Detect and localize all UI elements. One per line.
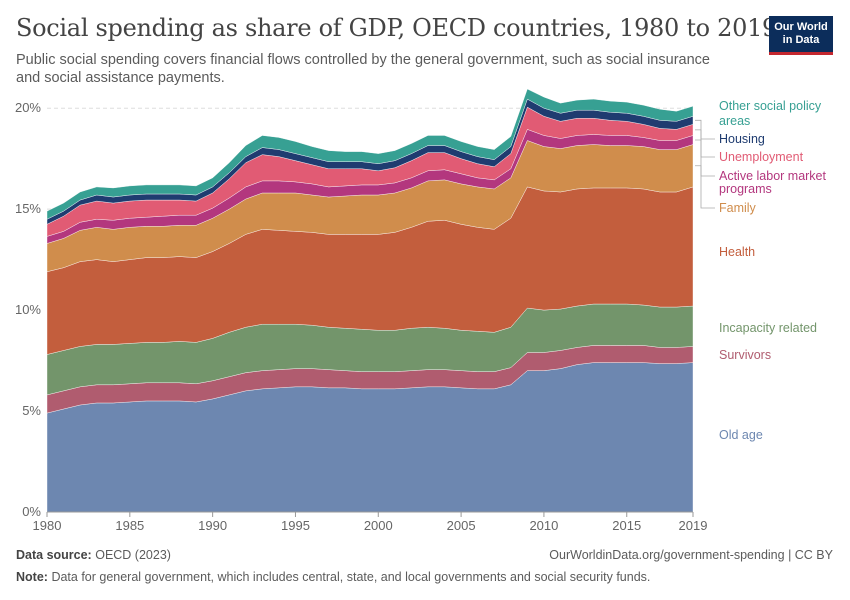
axes: 0% 5% 10% 15% 20% 1980 1985 1990 1995 2000 2005 201… (15, 100, 707, 533)
legend-connector (695, 129, 715, 158)
series-areas (46, 88, 694, 513)
source-line: Data source: OECD (2023) (16, 548, 171, 562)
legend-label: Other social policy (719, 99, 822, 113)
legend-connector (695, 139, 715, 177)
logo-line-2: in Data (782, 34, 820, 46)
legend-label: Incapacity related (719, 321, 817, 335)
legend-label: Unemployment (719, 150, 804, 164)
y-tick-label: 0% (22, 504, 41, 519)
legend-label: Family (719, 201, 757, 215)
x-tick-label: 1985 (115, 518, 144, 533)
source-url[interactable]: OurWorldinData.org/government-spending |… (549, 548, 833, 562)
y-tick-label: 15% (15, 201, 41, 216)
legend-label: Housing (719, 132, 765, 146)
x-tick-label: 1995 (281, 518, 310, 533)
legend-connector (695, 165, 715, 209)
legend-label: Health (719, 245, 755, 259)
logo-line-1: Our World (774, 21, 828, 33)
source-text[interactable]: OECD (2023) (95, 548, 171, 562)
source-label: Data source: (16, 548, 92, 562)
area-other-social-policy-areas[interactable] (46, 88, 694, 220)
note-label: Note: (16, 570, 48, 584)
x-tick-label: 2005 (447, 518, 476, 533)
x-tick-label: 2010 (529, 518, 558, 533)
note-text: Data for general government, which inclu… (51, 570, 651, 584)
x-tick-label: 2019 (679, 518, 708, 533)
chart-title: Social spending as share of GDP, OECD co… (16, 14, 778, 42)
legend-label: programs (719, 182, 772, 196)
owid-logo[interactable]: Our World in Data (769, 16, 833, 55)
legend: Old age Survivors Incapacity related Health… (695, 99, 827, 442)
x-tick-label: 2000 (364, 518, 393, 533)
x-tick-label: 2015 (612, 518, 641, 533)
legend-label: Active labor market (719, 169, 827, 183)
x-tick-label: 1980 (33, 518, 62, 533)
y-tick-label: 20% (15, 100, 41, 115)
note-line: Note: Data for general government, which… (16, 570, 650, 584)
y-tick-label: 10% (15, 302, 41, 317)
legend-connector (695, 119, 715, 140)
legend-label: Survivors (719, 348, 771, 362)
legend-label: areas (719, 114, 750, 128)
y-tick-label: 5% (22, 403, 41, 418)
x-tick-label: 1990 (198, 518, 227, 533)
chart-subtitle: Public social spending covers financial … (16, 52, 710, 86)
legend-label: Old age (719, 428, 763, 442)
